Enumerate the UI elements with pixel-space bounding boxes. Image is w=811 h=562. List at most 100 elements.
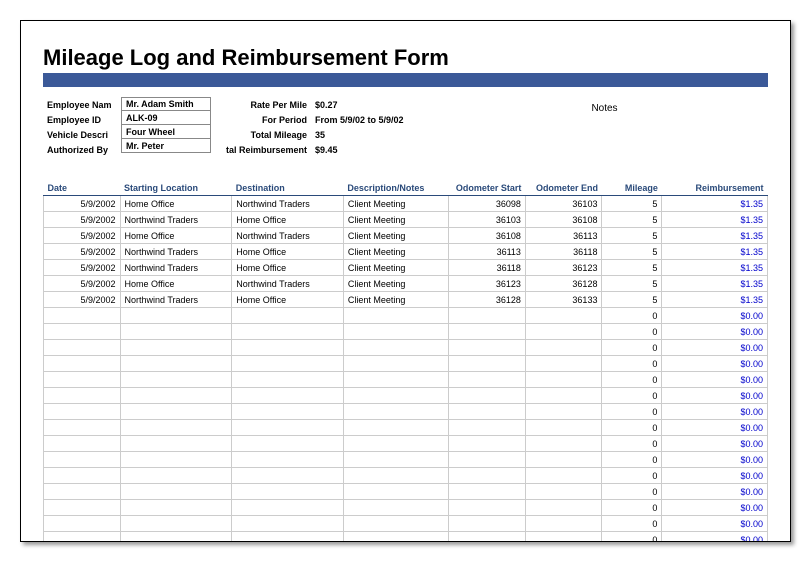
cell: Northwind Traders [120, 244, 232, 260]
cell [343, 436, 448, 452]
table-row: 5/9/2002Home OfficeNorthwind TradersClie… [44, 276, 768, 292]
table-row: 0$0.00 [44, 308, 768, 324]
cell [343, 324, 448, 340]
val-employee-name: Mr. Adam Smith [121, 97, 211, 111]
cell: $0.00 [662, 356, 768, 372]
cell: 36118 [525, 244, 602, 260]
cell [232, 388, 344, 404]
cell: $1.35 [662, 228, 768, 244]
cell [525, 308, 602, 324]
cell [120, 324, 232, 340]
val-total-reimb: $9.45 [311, 145, 342, 155]
title-bar [43, 73, 768, 87]
cell [120, 468, 232, 484]
cell: 0 [602, 468, 662, 484]
cell [120, 516, 232, 532]
cell: 5/9/2002 [44, 228, 121, 244]
cell [449, 356, 526, 372]
cell [232, 420, 344, 436]
cell: Home Office [120, 276, 232, 292]
cell: 0 [602, 404, 662, 420]
cell [343, 452, 448, 468]
table-row: 0$0.00 [44, 404, 768, 420]
cell: $0.00 [662, 372, 768, 388]
cell [44, 324, 121, 340]
cell [449, 388, 526, 404]
table-row: 0$0.00 [44, 372, 768, 388]
cell: 0 [602, 516, 662, 532]
col-date: Date [44, 169, 121, 196]
table-row: 0$0.00 [44, 532, 768, 543]
lbl-total-mileage: Total Mileage [247, 130, 311, 140]
lbl-authorized-by: Authorized By [43, 145, 112, 155]
cell [525, 356, 602, 372]
col-mileage: Mileage [602, 169, 662, 196]
lbl-rate-per-mile: Rate Per Mile [246, 100, 311, 110]
cell [525, 324, 602, 340]
cell: 5 [602, 212, 662, 228]
cell [120, 420, 232, 436]
table-row: 5/9/2002Northwind TradersHome OfficeClie… [44, 212, 768, 228]
cell: $1.35 [662, 244, 768, 260]
cell: 36113 [449, 244, 526, 260]
page: Mileage Log and Reimbursement Form Emplo… [20, 20, 791, 542]
cell: $1.35 [662, 212, 768, 228]
cell [44, 516, 121, 532]
cell [343, 468, 448, 484]
cell: Northwind Traders [232, 228, 344, 244]
cell [449, 372, 526, 388]
val-total-mileage: 35 [311, 130, 329, 140]
cell [525, 532, 602, 543]
cell: Home Office [232, 212, 344, 228]
cell [232, 356, 344, 372]
cell: 5 [602, 260, 662, 276]
cell [44, 308, 121, 324]
cell [120, 340, 232, 356]
cell [343, 516, 448, 532]
cell [449, 324, 526, 340]
cell: Northwind Traders [232, 196, 344, 212]
table-row: 0$0.00 [44, 388, 768, 404]
table-row: 5/9/2002Northwind TradersHome OfficeClie… [44, 244, 768, 260]
cell: $1.35 [662, 196, 768, 212]
cell: 0 [602, 308, 662, 324]
cell [449, 340, 526, 356]
cell [120, 436, 232, 452]
cell: 5/9/2002 [44, 292, 121, 308]
cell: 0 [602, 484, 662, 500]
cell [44, 452, 121, 468]
table-row: 0$0.00 [44, 436, 768, 452]
col-starting-location: Starting Location [120, 169, 232, 196]
lbl-employee-id: Employee ID [43, 115, 105, 125]
cell [232, 500, 344, 516]
cell [44, 340, 121, 356]
cell [449, 308, 526, 324]
cell: 5 [602, 244, 662, 260]
cell [449, 452, 526, 468]
cell [232, 532, 344, 543]
cell: $0.00 [662, 404, 768, 420]
cell: Client Meeting [343, 196, 448, 212]
cell: $0.00 [662, 308, 768, 324]
cell: Northwind Traders [120, 260, 232, 276]
cell [120, 532, 232, 543]
cell: 5 [602, 292, 662, 308]
cell: 5 [602, 276, 662, 292]
cell: 0 [602, 356, 662, 372]
cell [44, 436, 121, 452]
lbl-for-period: For Period [258, 115, 311, 125]
cell: Home Office [120, 196, 232, 212]
table-row: 5/9/2002Home OfficeNorthwind TradersClie… [44, 196, 768, 212]
cell [44, 356, 121, 372]
cell: 5/9/2002 [44, 244, 121, 260]
lbl-total-reimb: tal Reimbursement [222, 145, 311, 155]
cell [120, 356, 232, 372]
cell: 36103 [449, 212, 526, 228]
cell [449, 516, 526, 532]
cell: 5/9/2002 [44, 196, 121, 212]
cell [44, 468, 121, 484]
cell [449, 420, 526, 436]
page-title: Mileage Log and Reimbursement Form [43, 45, 768, 71]
cell: Client Meeting [343, 228, 448, 244]
cell: $1.35 [662, 260, 768, 276]
